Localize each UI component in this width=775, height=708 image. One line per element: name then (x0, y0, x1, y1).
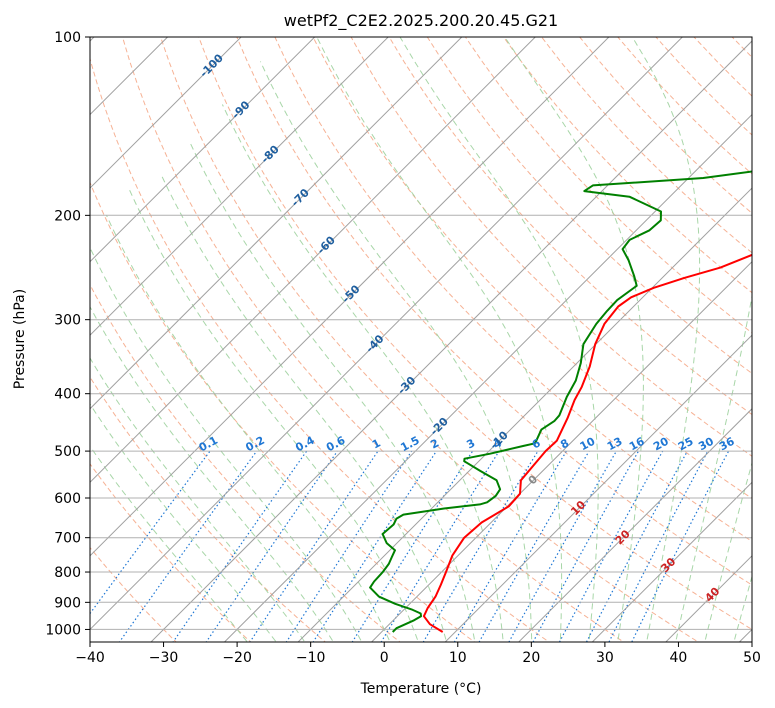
chart-title: wetPf2_C2E2.2025.200.20.45.G21 (284, 11, 558, 31)
isotherm-line (517, 408, 752, 642)
x-tick-label: 50 (743, 650, 761, 666)
dry-adiabat-line (503, 37, 752, 294)
dewpoint-profile-line (369, 170, 752, 633)
dry-adiabat-line (90, 283, 401, 642)
mixing-ratio-label: 30 (696, 435, 716, 454)
moist-adiabat-line (90, 357, 306, 642)
mixing-ratio-label: 13 (605, 435, 625, 454)
isotherm-line (297, 187, 752, 642)
mixing-ratio-line (585, 450, 688, 642)
dry-adiabat-line (388, 37, 752, 416)
mixing-ratio-line (478, 450, 590, 642)
dry-adiabat-line (236, 37, 752, 586)
moist-adiabat-line (128, 187, 419, 642)
x-tick-label: −30 (149, 650, 179, 666)
mixing-ratio-label: 10 (578, 435, 598, 454)
isotherm-line (90, 37, 316, 263)
dry-adiabat-line (274, 37, 752, 542)
plot-frame (89, 36, 753, 643)
y-tick-label: 800 (54, 565, 81, 581)
dry-adiabat-line (160, 37, 700, 642)
moist-adiabat-line (188, 141, 476, 642)
y-tick-label: 1000 (45, 622, 81, 638)
dry-adiabat-line (90, 546, 177, 642)
moist-adiabat-line (316, 37, 563, 642)
mixing-ratio-line (90, 450, 211, 615)
x-tick-label: 10 (449, 650, 467, 666)
moist-adiabat-line (106, 215, 391, 642)
isotherm-line (370, 260, 752, 642)
temperature-profile-line (422, 253, 752, 633)
dry-adiabat-line (426, 37, 752, 375)
dry-adiabat-line (90, 56, 550, 642)
mixing-ratio-line (453, 450, 567, 642)
isotherm-line (90, 37, 389, 336)
x-tick-label: 30 (596, 650, 614, 666)
moist-adiabat-line (675, 293, 752, 642)
isotherm-line (591, 481, 752, 642)
y-tick-label: 300 (54, 313, 81, 329)
y-axis-label: Pressure (hPa) (12, 289, 28, 389)
isotherm-line (150, 40, 752, 642)
y-tick-label: 700 (54, 531, 81, 547)
mixing-ratio-label: 20 (651, 435, 671, 454)
isotherm-line (90, 37, 610, 557)
x-tick-label: −40 (75, 650, 105, 666)
moist-adiabat-line (90, 305, 334, 642)
dry-adiabat-line (90, 376, 327, 642)
moist-adiabat-line (259, 61, 533, 642)
mixing-ratio-line (285, 450, 413, 642)
mixing-ratio-line (422, 450, 539, 642)
mixing-ratio-line (249, 450, 379, 642)
mixing-ratio-label: 16 (627, 435, 647, 454)
mixing-ratio-line (172, 450, 308, 642)
mixing-ratio-label: 25 (676, 435, 696, 454)
mixing-ratio-line (205, 450, 338, 642)
moist-adiabat-line (704, 461, 752, 642)
moist-adiabat-line (90, 403, 277, 642)
dry-adiabat-line (312, 37, 752, 500)
isotherm-line (90, 37, 463, 410)
dry-adiabat-line (122, 37, 625, 642)
y-tick-label: 400 (54, 387, 81, 403)
moist-adiabat-line (221, 104, 504, 642)
isotherm-line (90, 37, 242, 189)
dry-adiabat-line (198, 37, 752, 630)
isotherm-line (90, 37, 684, 631)
x-tick-label: −10 (296, 650, 326, 666)
x-tick-label: 40 (670, 650, 688, 666)
y-tick-label: 600 (54, 491, 81, 507)
isotherm-line (444, 334, 752, 642)
moist-adiabat-line (90, 445, 248, 642)
mixing-ratio-label: 36 (717, 435, 737, 454)
moist-adiabat-line (631, 37, 701, 642)
x-tick-label: 0 (380, 650, 389, 666)
y-tick-label: 500 (54, 444, 81, 460)
isotherm-line (223, 113, 752, 642)
x-tick-label: 20 (522, 650, 540, 666)
moist-adiabat-line (90, 246, 363, 642)
mixing-ratio-line (558, 450, 664, 642)
x-tick-label: −20 (222, 650, 252, 666)
x-axis-label: Temperature (°C) (360, 681, 482, 697)
moist-adiabat-line (160, 173, 448, 642)
mixing-ratio-line (312, 450, 437, 642)
moist-adiabat-line (399, 37, 599, 642)
isotherm-line (90, 37, 537, 484)
mixing-ratio-line (380, 450, 500, 642)
y-tick-label: 200 (54, 208, 81, 224)
y-tick-label: 100 (54, 30, 81, 46)
y-tick-label: 900 (54, 595, 81, 611)
moist-adiabat-line (733, 574, 752, 642)
